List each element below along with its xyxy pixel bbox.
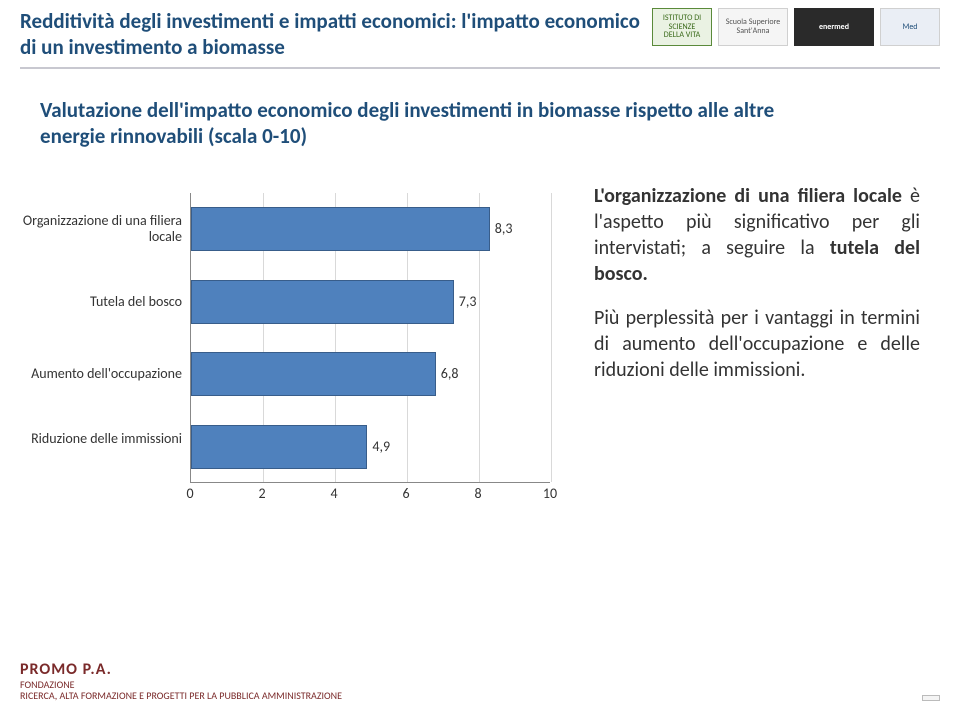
slide-footer: PROMO P.A. FONDAZIONE RICERCA, ALTA FORM… xyxy=(20,661,940,701)
chart-gridline xyxy=(551,193,552,482)
slide-title: Redditività degli investimenti e impatti… xyxy=(20,8,640,61)
chart-value-label: 4,9 xyxy=(372,438,390,455)
chart-title: Valutazione dell'impatto economico degli… xyxy=(40,97,800,150)
chart-xtick: 10 xyxy=(543,485,557,502)
logo-med: Med xyxy=(880,8,940,46)
chart-bar xyxy=(191,207,490,251)
slide-header: Redditività degli investimenti e impatti… xyxy=(0,0,960,61)
chart-value-label: 8,3 xyxy=(495,220,513,237)
logo-santanna: Scuola Superiore Sant'Anna xyxy=(718,8,788,46)
bar-chart: 0 2 4 6 8 10 8,3 Organizzazione di una filiera … xyxy=(10,183,570,513)
commentary-text: L'organizzazione di una filiera locale è… xyxy=(594,183,920,513)
logo-med-label: Med xyxy=(902,23,917,32)
partner-logos: ISTITUTO DI SCIENZE DELLA VITA Scuola Su… xyxy=(652,8,940,46)
page-number xyxy=(922,695,940,701)
chart-xtick: 6 xyxy=(402,485,409,502)
commentary-bold-1: L'organizzazione di una filiera locale xyxy=(594,184,902,208)
chart-xtick: 8 xyxy=(474,485,481,502)
chart-xtick: 2 xyxy=(258,485,265,502)
footer-logo: PROMO P.A. FONDAZIONE RICERCA, ALTA FORM… xyxy=(20,661,342,701)
content-row: 0 2 4 6 8 10 8,3 Organizzazione di una filiera … xyxy=(10,183,920,513)
chart-category-label: Organizzazione di una filiera locale xyxy=(10,213,182,245)
logo-enermed-label: enermed xyxy=(819,23,849,32)
logo-enermed: enermed xyxy=(794,8,874,46)
footer-logo-tag: RICERCA, ALTA FORMAZIONE E PROGETTI PER … xyxy=(20,690,342,701)
footer-logo-name: PROMO P.A. xyxy=(20,661,342,679)
header-divider xyxy=(20,67,940,69)
chart-category-label: Tutela del bosco xyxy=(10,294,182,310)
commentary-paragraph-2: Più perplessità per i vantaggi in termin… xyxy=(594,305,920,383)
chart-value-label: 6,8 xyxy=(441,365,459,382)
chart-category-label: Riduzione delle immissioni xyxy=(10,431,182,447)
chart-bar xyxy=(191,352,436,396)
chart-xtick: 4 xyxy=(330,485,337,502)
chart-bar xyxy=(191,280,454,324)
chart-value-label: 7,3 xyxy=(459,293,477,310)
logo-istituto: ISTITUTO DI SCIENZE DELLA VITA xyxy=(652,8,712,46)
chart-bar xyxy=(191,425,367,469)
chart-xtick: 0 xyxy=(186,485,193,502)
chart-category-label: Aumento dell'occupazione xyxy=(10,366,182,382)
commentary-paragraph-1: L'organizzazione di una filiera locale è… xyxy=(594,183,920,287)
